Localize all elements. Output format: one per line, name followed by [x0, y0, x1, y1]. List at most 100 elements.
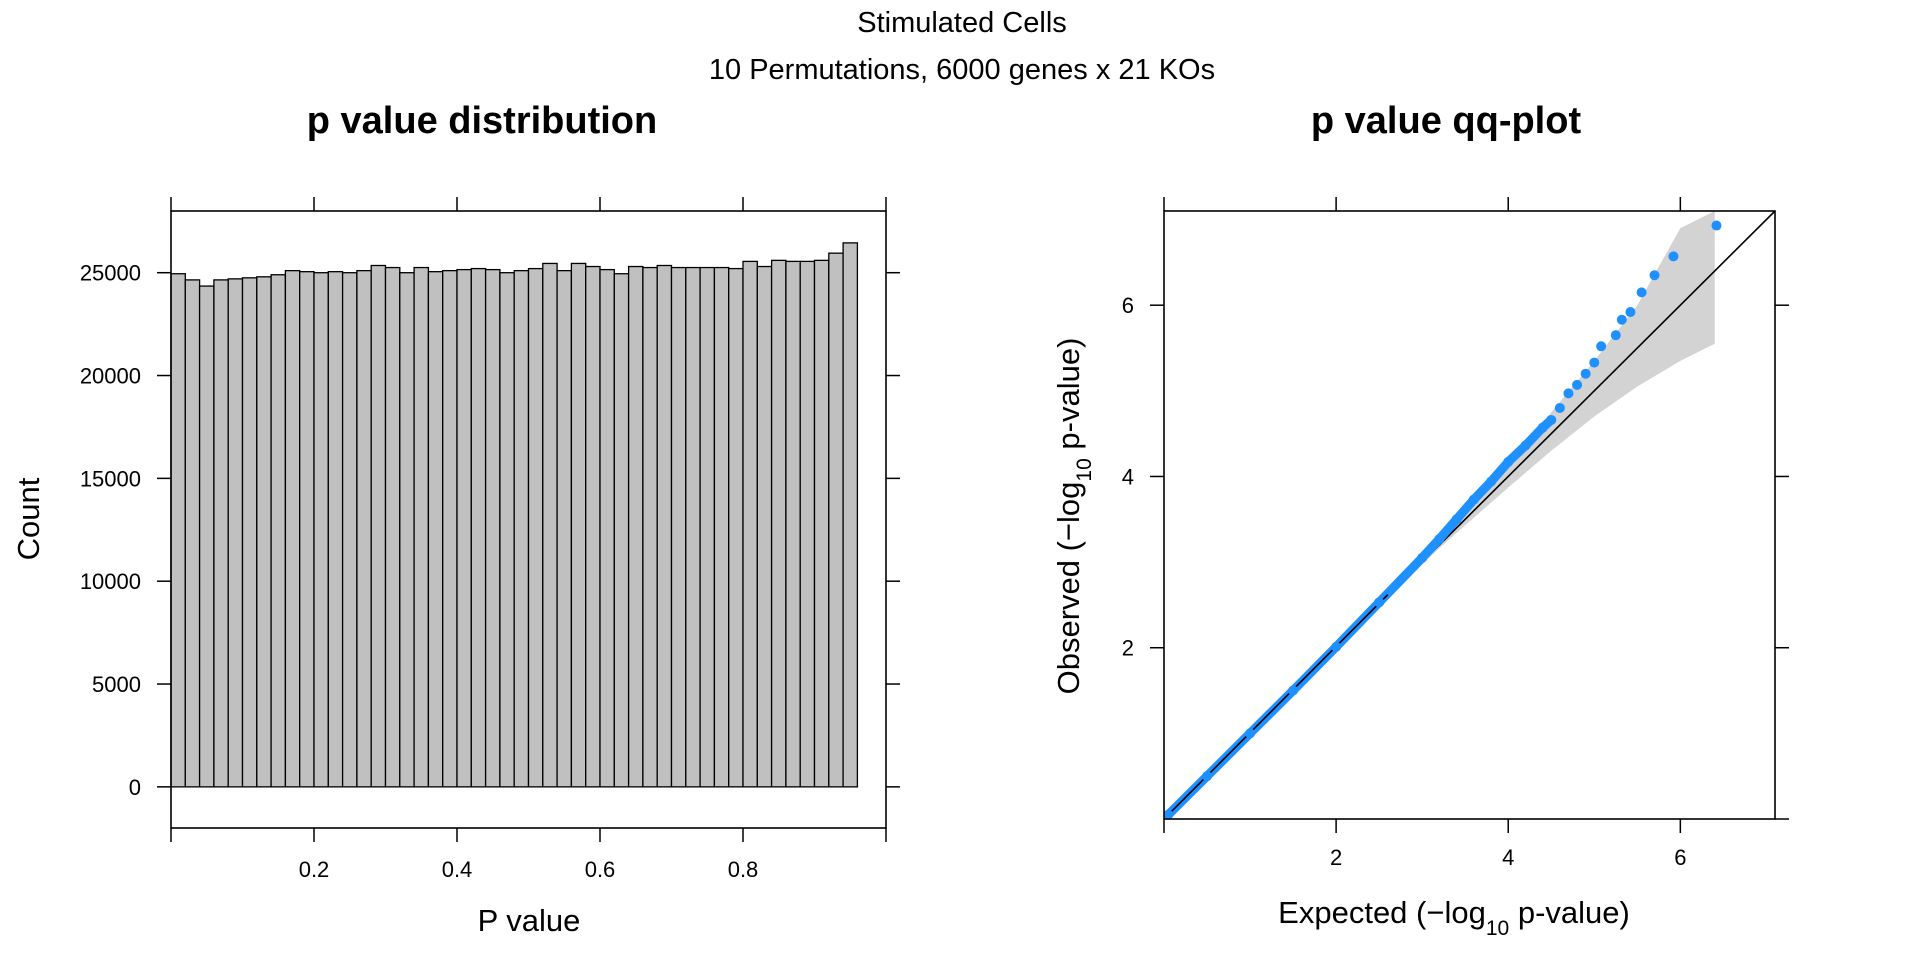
histogram-bar: [556, 269, 573, 788]
qq-point: [1245, 728, 1256, 739]
qq-x-tick-label: 4: [1502, 845, 1514, 870]
histogram-y-tick-label: 20000: [80, 364, 141, 389]
histogram-bar: [642, 266, 658, 788]
qq-point: [1554, 402, 1565, 413]
histogram-bar: [170, 273, 186, 788]
histogram-bar: [456, 268, 472, 788]
histogram-title: p value distribution: [307, 100, 657, 142]
histogram-bar: [756, 265, 773, 788]
histogram-x-tick-label: 0.4: [442, 857, 473, 882]
qq-y-tick-label: 4: [1122, 464, 1134, 489]
qq-x-tick-label: 6: [1674, 845, 1686, 870]
qq-band-polygon: [1164, 211, 1715, 819]
qq-panel: p value qq-plot 2 4 6 2 4 6 Expected (−log10 …: [1051, 100, 1789, 940]
histogram-bar: [627, 265, 644, 788]
histogram-bar: [542, 262, 558, 788]
qq-x-label: Expected (−log10 p-value): [1278, 895, 1630, 940]
histogram-bar: [484, 268, 501, 788]
qq-point: [1625, 307, 1636, 318]
histogram-bar: [799, 260, 816, 788]
qq-title: p value qq-plot: [1311, 100, 1582, 142]
qq-plot-frame: [1163, 210, 1776, 820]
histogram-bar: [585, 265, 601, 788]
qq-point: [1649, 270, 1660, 281]
histogram-bar: [670, 266, 687, 788]
histogram-bar: [384, 266, 401, 788]
histogram-bar: [770, 259, 787, 788]
histogram-bar: [299, 271, 315, 788]
histogram-x-tick-label: 0.8: [728, 857, 759, 882]
qq-ticks: 2 4 6 2 4 6: [1122, 197, 1789, 870]
qq-x-tick-label: 2: [1330, 845, 1342, 870]
histogram-bar: [742, 260, 758, 788]
qq-point: [1668, 251, 1679, 262]
qq-point: [1451, 514, 1462, 525]
qq-point: [1434, 533, 1445, 544]
histogram-bar: [270, 274, 287, 788]
qq-y-tick-label: 2: [1122, 636, 1134, 661]
qq-reference-overlay: [1167, 594, 1389, 816]
qq-point: [1163, 809, 1174, 820]
histogram-x-tick-label: 0.2: [299, 857, 330, 882]
qq-point: [1572, 379, 1583, 390]
histogram-bar: [713, 266, 730, 788]
qq-y-label: Observed (−log10 p-value): [1051, 338, 1096, 695]
qq-point: [1417, 552, 1428, 563]
histogram-bar: [728, 267, 744, 788]
histogram-bar: [613, 273, 630, 788]
figure-title: Stimulated Cells: [857, 7, 1067, 39]
histogram-bar: [198, 285, 215, 788]
qq-point: [1596, 341, 1607, 352]
histogram-bar: [685, 266, 701, 788]
qq-point: [1486, 476, 1497, 487]
histogram-bar: [241, 277, 258, 788]
qq-point: [1546, 414, 1557, 425]
histogram-bar: [327, 271, 344, 788]
histogram-bars: [170, 242, 859, 788]
qq-point: [1374, 597, 1385, 608]
qq-point: [1616, 314, 1627, 325]
histogram-bar: [399, 272, 415, 788]
histogram-bar: [413, 266, 430, 788]
qq-point: [1610, 330, 1621, 341]
qq-point: [1580, 368, 1591, 379]
histogram-bar: [313, 272, 329, 788]
histogram-bar: [813, 259, 830, 788]
histogram-bar: [699, 266, 716, 788]
histogram-bar: [527, 267, 544, 788]
qq-points: [1163, 220, 1722, 820]
qq-point: [1503, 456, 1514, 467]
histogram-y-tick-label: 25000: [80, 261, 141, 286]
histogram-x-label: P value: [478, 903, 581, 938]
qq-point: [1711, 220, 1722, 231]
histogram-ticks: 0.2 0.4 0.6 0.8 0 5000 10000 15000 20000 25000: [80, 197, 900, 882]
histogram-bar: [470, 267, 487, 788]
qq-confidence-band: [1164, 211, 1715, 819]
qq-point: [1468, 494, 1479, 505]
histogram-bar: [213, 279, 229, 788]
histogram-bar: [427, 271, 444, 788]
histogram-y-tick-label: 10000: [80, 569, 141, 594]
histogram-bar: [227, 278, 244, 788]
histogram-bar: [570, 262, 587, 788]
histogram-bar: [599, 268, 615, 788]
qq-point: [1563, 388, 1574, 399]
qq-y-tick-label: 6: [1122, 293, 1134, 318]
histogram-bar: [370, 264, 387, 788]
histogram-bar: [442, 269, 458, 788]
histogram-bar: [785, 260, 801, 788]
qq-point: [1520, 440, 1531, 451]
histogram-y-tick-label: 5000: [92, 672, 141, 697]
histogram-y-tick-label: 0: [129, 775, 141, 800]
histogram-y-tick-label: 15000: [80, 466, 141, 491]
histogram-panel: p value distribution 0.2 0.4 0.6 0.8 0 5000 10…: [11, 100, 900, 938]
histogram-bar: [284, 269, 301, 788]
histogram-bar: [499, 272, 515, 788]
histogram-bar: [341, 272, 358, 788]
histogram-x-tick-label: 0.6: [585, 857, 616, 882]
qq-point: [1202, 771, 1213, 782]
figure-subtitle: 10 Permutations, 6000 genes x 21 KOs: [709, 54, 1215, 86]
histogram-bar: [828, 252, 844, 788]
qq-point: [1331, 641, 1342, 652]
histogram-bar: [842, 242, 859, 788]
